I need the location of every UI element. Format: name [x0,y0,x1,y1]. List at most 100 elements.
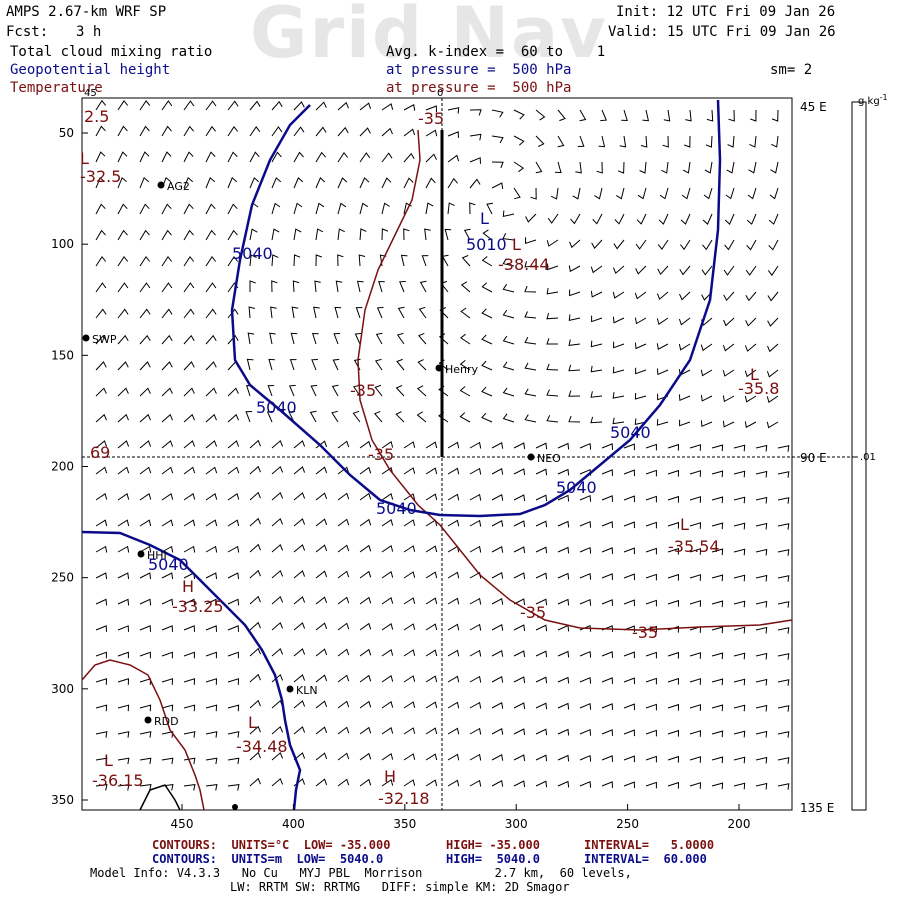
wind-barb [359,752,372,761]
wind-barb [315,254,322,267]
wind-barb [447,649,460,657]
wind-barb [547,213,559,224]
wind-barb [227,466,240,475]
wind-barb [491,728,504,735]
wind-barb [469,623,482,631]
wind-barb [421,255,429,267]
wind-barb [733,730,746,738]
wind-barb [725,187,735,200]
wind-barb [513,161,525,173]
wind-barb [337,622,350,631]
wind-barb [634,291,647,300]
wind-barb [249,621,261,631]
wind-barb [139,413,151,423]
wind-barb [227,125,239,137]
wind-barb [684,135,691,148]
wind-barb [535,468,548,476]
wind-barb [679,419,691,427]
wind-barb [667,495,680,503]
wind-barb [513,598,526,606]
wind-barb [249,177,260,189]
wind-barb [425,701,438,709]
wind-barb [613,341,625,349]
wind-barb [590,391,603,398]
wind-barb [315,700,328,709]
wind-barb [447,597,460,605]
wind-barb [612,392,625,399]
wind-barb [530,187,537,200]
wind-barb [645,703,657,711]
init-time: Init: 12 UTC Fri 09 Jan 26 [616,4,836,20]
wind-barb [639,161,647,174]
wind-barb [513,702,526,710]
wind-barb [293,674,306,683]
wind-barb [205,387,217,397]
wind-barb [733,444,746,452]
y-tick-label: 350 [51,793,74,807]
wind-barb [403,779,416,787]
wind-barb [227,757,240,765]
wind-barb [469,441,482,449]
wind-barb [438,385,449,397]
wind-barb [403,571,416,579]
wind-barb [557,572,570,580]
wind-barb [381,674,394,683]
wind-barb [205,651,217,659]
wind-barb [524,362,537,371]
wind-barb [491,161,504,169]
wind-barb [117,176,127,189]
wind-barb [645,547,657,555]
wind-barb [337,596,350,605]
wind-barb [381,103,394,111]
wind-barb [425,105,437,113]
height-contour-sw [81,530,302,811]
wind-barb [535,161,543,174]
wind-barb [612,417,625,425]
wind-barb [249,647,261,657]
wind-barb [139,678,152,685]
wind-barb [183,784,196,791]
wind-barb [403,152,415,163]
wind-barb [315,440,328,449]
wind-barb [621,109,628,122]
wind-barb [601,651,613,658]
height-contour-main [230,99,722,518]
wind-barb [591,239,603,249]
wind-barb [612,265,625,275]
wind-barb [355,307,363,319]
wind-barb [749,135,757,148]
wind-barb [546,363,559,371]
wind-barb [689,756,702,763]
wind-barb [486,202,493,215]
wind-barb [161,492,174,501]
wind-barb [570,213,581,225]
wind-barb [381,778,394,787]
wind-barb [469,727,482,735]
wind-barb [227,678,240,685]
wind-barb [227,731,240,738]
wind-barb [777,445,790,452]
wind-barb [711,470,724,478]
wind-barb [161,387,173,397]
wind-barb [332,358,340,371]
height-contour-info: CONTOURS: UNITS=m LOW= 5040.0 [152,852,384,866]
extremum-value: -32.5 [80,167,121,186]
wind-barb [469,649,482,657]
wind-barb [183,361,195,371]
x-tick-label: 400 [282,817,305,831]
wind-barb [271,151,282,163]
wind-barb [733,652,746,660]
wind-barb [403,545,416,553]
wind-barb [139,100,151,111]
wind-barb [205,361,217,371]
wind-barb [117,282,129,293]
wind-barb [315,674,328,683]
wind-barb [335,280,343,293]
wind-barb [161,255,173,267]
wind-barb [705,135,713,148]
wind-barb [293,570,306,579]
wind-barb [657,265,669,276]
wind-barb [315,648,328,657]
wind-barb [117,545,130,553]
